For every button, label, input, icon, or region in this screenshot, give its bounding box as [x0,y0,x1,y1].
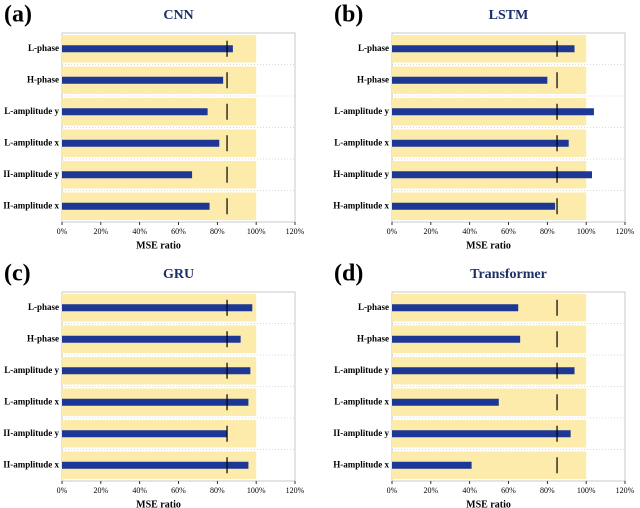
category-label: H-phase [357,74,389,84]
bar [62,304,253,312]
x-tick-label: 60% [171,486,186,495]
panel-label: (b) [334,2,363,28]
bar [392,335,521,343]
bar [62,202,210,210]
chart-title: GRU [163,267,194,282]
x-axis-label: MSE ratio [136,499,181,508]
x-tick-label: 40% [462,227,477,236]
x-tick-label: 80% [210,227,225,236]
bar [392,76,548,84]
x-tick-label: 20% [93,486,108,495]
category-label: H-phase [357,333,389,343]
bar [392,304,519,312]
category-label: L-amplitude x [334,396,389,406]
category-label: H-phase [27,74,59,84]
bar [392,202,556,210]
bar [62,171,193,179]
x-tick-label: 0% [387,486,398,495]
x-tick-label: 40% [132,227,147,236]
category-label: L-amplitude y [334,365,389,375]
panel-label: (a) [4,2,32,28]
x-tick-label: 40% [462,486,477,495]
x-tick-label: 100% [247,486,266,495]
x-tick-label: 0% [57,486,68,495]
bar [62,45,233,53]
x-tick-label: 20% [423,227,438,236]
category-label: L-phase [28,302,59,312]
panel-label: (d) [334,261,363,287]
x-tick-label: 80% [540,227,555,236]
x-tick-label: 0% [387,227,398,236]
x-tick-label: 20% [93,227,108,236]
bar [62,335,241,343]
x-tick-label: 80% [210,486,225,495]
bar [392,430,571,438]
bar [392,108,594,116]
bar [62,398,249,406]
x-tick-label: 60% [501,486,516,495]
x-tick-label: 60% [171,227,186,236]
x-tick-label: 120% [616,227,635,236]
category-label: L-phase [358,43,389,53]
category-label: L-amplitude x [4,137,59,147]
x-axis-label: MSE ratio [466,499,511,508]
bar [392,139,569,147]
category-label: H-amplitude x [333,459,389,469]
bar [62,108,208,116]
category-label: H-amplitude y [333,169,389,179]
category-label: H-phase [27,333,59,343]
panel-label: (c) [4,261,31,287]
category-label: II-amplitude x [3,200,59,210]
bar [392,367,575,375]
x-tick-label: 120% [286,227,305,236]
category-label: L-phase [28,43,59,53]
bar [62,139,220,147]
x-tick-label: 0% [57,227,68,236]
chart-title: CNN [163,8,193,23]
chart-title: LSTM [489,8,529,23]
x-tick-label: 60% [501,227,516,236]
bar [392,398,499,406]
category-label: L-amplitude x [334,137,389,147]
category-label: H-amplitude x [333,200,389,210]
bar [62,76,224,84]
category-label: II-amplitude x [3,459,59,469]
x-axis-label: MSE ratio [466,240,511,251]
category-label: L-phase [358,302,389,312]
x-tick-label: 100% [577,486,596,495]
category-label: II-amplitude y [333,428,389,438]
x-axis-label: MSE ratio [136,240,181,251]
category-label: II-amplitude y [3,428,59,438]
bar [62,461,249,469]
category-label: L-amplitude y [4,106,59,116]
bar [62,430,228,438]
bar [392,171,592,179]
x-tick-label: 80% [540,486,555,495]
x-tick-label: 40% [132,486,147,495]
bar [62,367,251,375]
category-label: L-amplitude x [4,396,59,406]
x-tick-label: 120% [616,486,635,495]
bar [392,461,472,469]
x-tick-label: 20% [423,486,438,495]
x-tick-label: 120% [286,486,305,495]
category-label: L-amplitude y [334,106,389,116]
x-tick-label: 100% [247,227,266,236]
chart-title: Transformer [470,267,547,282]
category-label: L-amplitude y [4,365,59,375]
category-label: II-amplitude y [3,169,59,179]
x-tick-label: 100% [577,227,596,236]
bar [392,45,575,53]
